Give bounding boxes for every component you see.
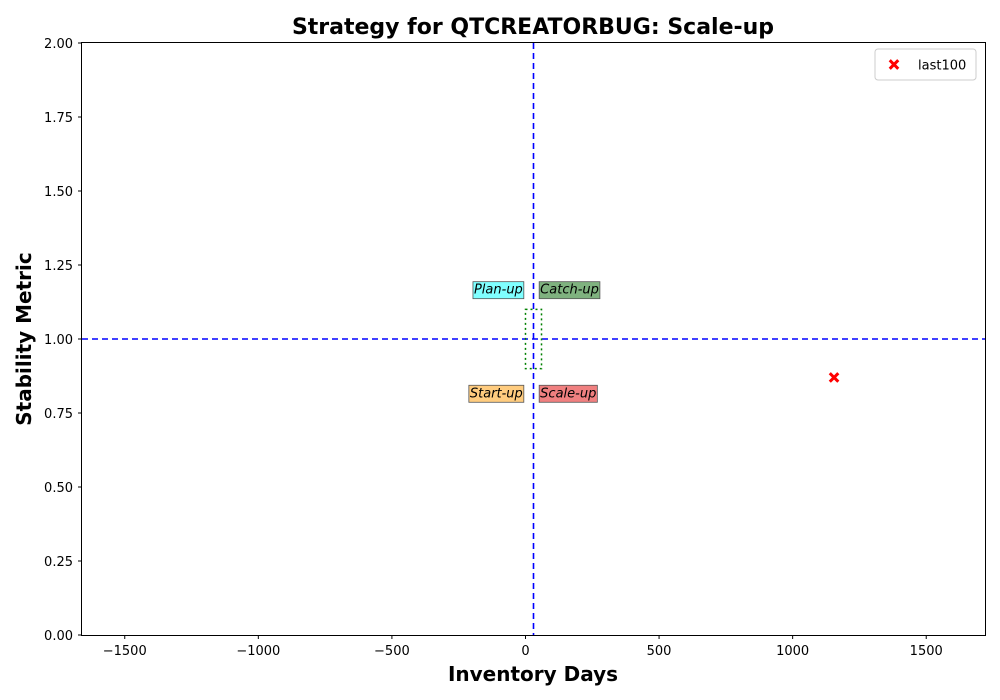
x-tick-label: 1000 <box>776 644 809 659</box>
y-tick-label: 0.00 <box>44 629 73 644</box>
x-tick-label: 1500 <box>910 644 943 659</box>
quadrant-label-box <box>468 384 525 403</box>
y-axis-label: Stability Metric <box>12 252 36 426</box>
reference-lines <box>82 43 985 635</box>
quadrant-label-box <box>538 281 601 300</box>
quadrant-label-start-up: Start-up <box>468 384 525 403</box>
y-tick-label: 2.00 <box>44 37 73 52</box>
center-box <box>524 308 543 370</box>
quadrant-label-catch-up: Catch-up <box>538 281 601 300</box>
x-tick-label: −1000 <box>236 644 280 659</box>
legend: last100 <box>874 48 977 81</box>
quadrant-label-scale-up: Scale-up <box>538 384 598 403</box>
data-point-last100 <box>828 372 840 383</box>
chart-title: Strategy for QTCREATORBUG: Scale-up <box>292 15 774 40</box>
x-tick-label: −500 <box>374 644 410 659</box>
quadrant-label-text: Start-up <box>470 386 523 401</box>
x-tick-label: −1500 <box>103 644 147 659</box>
y-tick-label: 1.50 <box>44 185 73 200</box>
y-axis-ticks: 0.00 0.25 0.50 0.75 1.00 1.25 1.50 1.75 2.00 <box>44 37 82 644</box>
quadrant-label-text: Catch-up <box>540 283 599 298</box>
x-tick-label: 500 <box>647 644 672 659</box>
data-points <box>828 372 840 383</box>
x-tick-label: 0 <box>521 644 529 659</box>
y-tick-label: 1.75 <box>44 111 73 126</box>
legend-marker <box>888 59 900 70</box>
quadrant-label-box <box>472 281 525 300</box>
quadrant-label-box <box>538 384 598 403</box>
x-axis-label: Inventory Days <box>448 662 618 686</box>
quadrant-labels: Plan-up Catch-up Start-up Scale-up <box>468 281 601 403</box>
quadrant-label-text: Plan-up <box>474 283 523 298</box>
center-box-rect <box>524 308 543 370</box>
y-tick-label: 0.75 <box>44 407 73 422</box>
y-tick-label: 0.50 <box>44 481 73 496</box>
y-tick-label: 1.25 <box>44 259 73 274</box>
legend-label: last100 <box>918 59 966 74</box>
y-tick-label: 1.00 <box>44 333 73 348</box>
y-tick-label: 0.25 <box>44 555 73 570</box>
x-axis-ticks: −1500 −1000 −500 0 500 1000 1500 <box>103 635 943 659</box>
legend-frame <box>874 48 977 81</box>
quadrant-label-plan-up: Plan-up <box>472 281 525 300</box>
quadrant-label-text: Scale-up <box>540 386 596 401</box>
